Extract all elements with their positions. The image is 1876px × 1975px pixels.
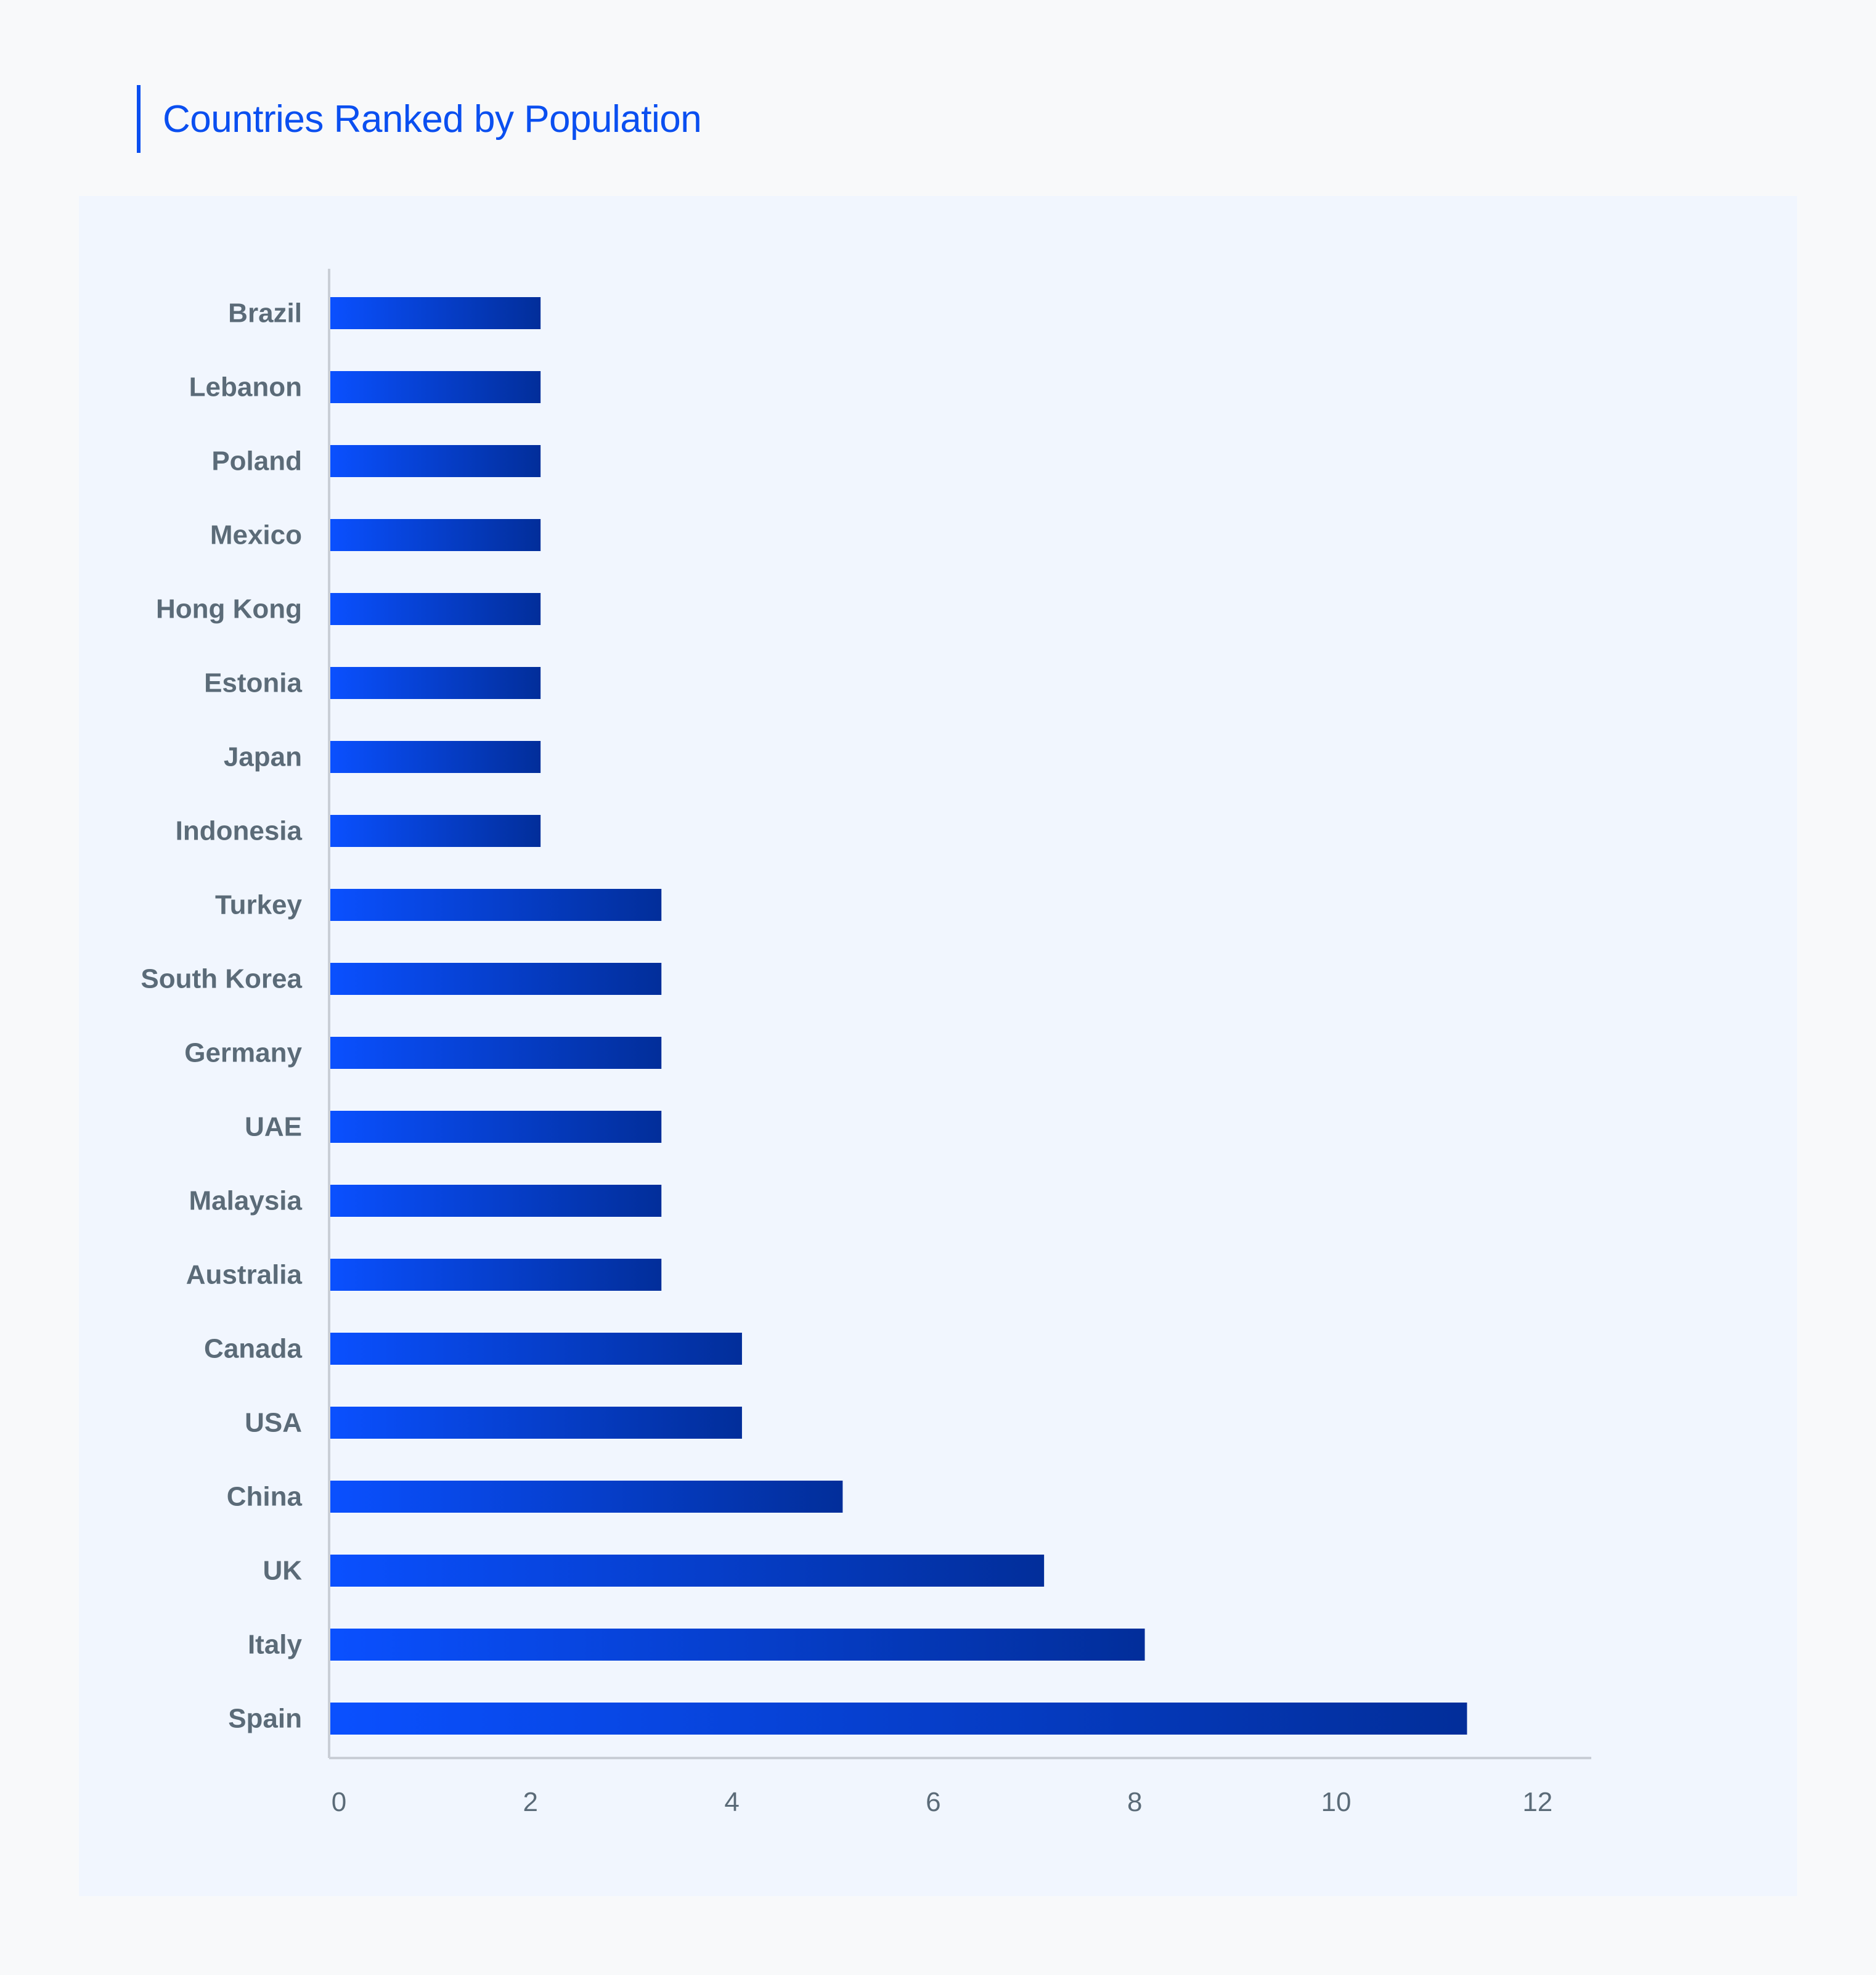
x-tick-label-8: 8	[1127, 1787, 1142, 1817]
category-label-malaysia: Malaysia	[189, 1186, 303, 1216]
category-label-canada: Canada	[204, 1334, 302, 1364]
category-label-turkey: Turkey	[215, 890, 303, 920]
category-label-japan: Japan	[224, 742, 302, 772]
category-label-usa: USA	[245, 1408, 302, 1438]
bar-estonia	[330, 667, 541, 699]
x-tick-label-4: 4	[724, 1787, 739, 1817]
category-label-poland: Poland	[211, 446, 302, 476]
bar-south-korea	[330, 963, 662, 995]
chart-panel: Brazil Lebanon Poland Mexico Hong Kong Estoni…	[79, 196, 1797, 1896]
bar-turkey	[330, 889, 662, 921]
bar-canada	[330, 1333, 742, 1365]
bars-layer	[330, 297, 1467, 1735]
bar-mexico	[330, 519, 541, 551]
category-labels: Brazil Lebanon Poland Mexico Hong Kong Estoni…	[141, 298, 302, 1734]
category-label-germany: Germany	[184, 1038, 302, 1068]
bar-poland	[330, 445, 541, 477]
bar-uae	[330, 1111, 662, 1143]
bar-chart: Brazil Lebanon Poland Mexico Hong Kong Estoni…	[141, 269, 1591, 1817]
bar-brazil	[330, 297, 541, 329]
bar-indonesia	[330, 815, 541, 847]
x-tick-label-12: 12	[1522, 1787, 1552, 1817]
axes	[328, 269, 1591, 1759]
x-tick-label-2: 2	[523, 1787, 538, 1817]
bar-italy	[330, 1629, 1145, 1661]
category-label-lebanon: Lebanon	[189, 372, 302, 403]
x-tick-label-10: 10	[1321, 1787, 1352, 1817]
bar-australia	[330, 1259, 662, 1291]
bar-malaysia	[330, 1185, 662, 1217]
bar-lebanon	[330, 371, 541, 403]
x-tick-label-0: 0	[332, 1787, 346, 1817]
bar-germany	[330, 1037, 662, 1069]
category-label-spain: Spain	[228, 1704, 302, 1734]
category-label-italy: Italy	[248, 1630, 303, 1660]
bar-spain	[330, 1703, 1467, 1735]
category-label-china: China	[227, 1482, 303, 1512]
bar-usa	[330, 1407, 742, 1439]
category-label-hong-kong: Hong Kong	[156, 594, 302, 624]
category-label-south-korea: South Korea	[141, 964, 302, 994]
bar-china	[330, 1481, 843, 1513]
chart-title: Countries Ranked by Population	[163, 97, 702, 141]
bar-uk	[330, 1555, 1045, 1587]
category-label-uae: UAE	[245, 1112, 302, 1142]
title-block: Countries Ranked by Population	[137, 85, 702, 153]
category-label-estonia: Estonia	[204, 668, 302, 698]
x-tick-labels: 0 2 4 6 8 10 12	[332, 1787, 1553, 1817]
bar-japan	[330, 741, 541, 773]
category-label-mexico: Mexico	[210, 520, 302, 550]
category-label-australia: Australia	[186, 1260, 303, 1290]
category-label-uk: UK	[263, 1556, 302, 1586]
category-label-indonesia: Indonesia	[176, 816, 303, 846]
x-tick-label-6: 6	[926, 1787, 940, 1817]
category-label-brazil: Brazil	[228, 298, 302, 329]
bar-hong-kong	[330, 593, 541, 625]
